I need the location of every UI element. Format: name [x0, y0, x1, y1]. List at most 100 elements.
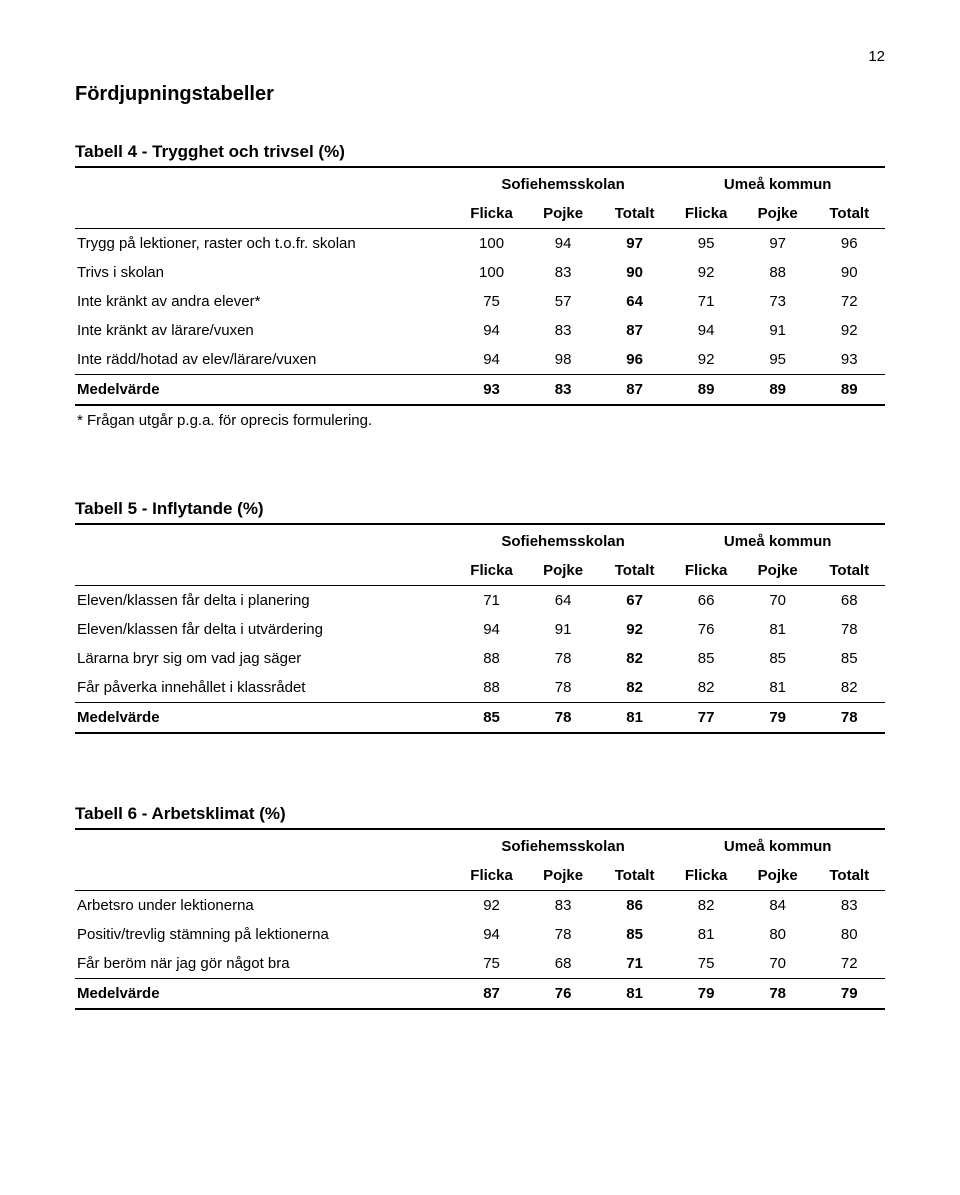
- cell: 92: [670, 258, 742, 287]
- header-spacer: [75, 525, 456, 556]
- row-label: Får beröm när jag gör något bra: [75, 949, 456, 979]
- cell: 71: [599, 949, 671, 979]
- summary-cell: 87: [456, 979, 528, 1010]
- table-row: Lärarna bryr sig om vad jag säger8878828…: [75, 644, 885, 673]
- summary-cell: 78: [742, 979, 814, 1010]
- summary-cell: 89: [742, 375, 814, 406]
- row-label: Arbetsro under lektionerna: [75, 891, 456, 921]
- summary-cell: 85: [456, 703, 528, 734]
- page-number: 12: [75, 48, 885, 65]
- table-row: Inte kränkt av andra elever*755764717372: [75, 287, 885, 316]
- cell: 72: [813, 287, 885, 316]
- cell: 72: [813, 949, 885, 979]
- row-label: Eleven/klassen får delta i utvärdering: [75, 615, 456, 644]
- cell: 81: [670, 920, 742, 949]
- summary-cell: 77: [670, 703, 742, 734]
- cell: 88: [456, 673, 528, 703]
- cell: 57: [527, 287, 599, 316]
- cell: 84: [742, 891, 814, 921]
- cell: 75: [456, 287, 528, 316]
- cell: 66: [670, 586, 742, 616]
- cell: 83: [527, 258, 599, 287]
- header-spacer: [75, 199, 456, 229]
- cell: 75: [670, 949, 742, 979]
- column-header: Pojke: [527, 199, 599, 229]
- row-label: Positiv/trevlig stämning på lektionerna: [75, 920, 456, 949]
- summary-cell: 89: [813, 375, 885, 406]
- cell: 73: [742, 287, 814, 316]
- cell: 92: [599, 615, 671, 644]
- cell: 78: [527, 920, 599, 949]
- cell: 70: [742, 586, 814, 616]
- cell: 94: [456, 615, 528, 644]
- cell: 76: [670, 615, 742, 644]
- summary-cell: 78: [527, 703, 599, 734]
- cell: 82: [670, 673, 742, 703]
- row-label: Trygg på lektioner, raster och t.o.fr. s…: [75, 229, 456, 259]
- cell: 70: [742, 949, 814, 979]
- table-title: Tabell 4 - Trygghet och trivsel (%): [75, 142, 885, 168]
- column-header: Pojke: [742, 556, 814, 586]
- cell: 92: [813, 316, 885, 345]
- table-row: Eleven/klassen får delta i planering7164…: [75, 586, 885, 616]
- cell: 88: [456, 644, 528, 673]
- cell: 83: [527, 316, 599, 345]
- summary-label: Medelvärde: [75, 375, 456, 406]
- table-block: Tabell 4 - Trygghet och trivsel (%)Sofie…: [75, 142, 885, 429]
- cell: 82: [813, 673, 885, 703]
- summary-cell: 83: [527, 375, 599, 406]
- column-header: Totalt: [813, 199, 885, 229]
- cell: 85: [742, 644, 814, 673]
- column-header: Flicka: [456, 861, 528, 891]
- summary-cell: 81: [599, 979, 671, 1010]
- cell: 94: [456, 345, 528, 375]
- table-footnote: * Frågan utgår p.g.a. för oprecis formul…: [75, 406, 885, 429]
- row-label: Inte kränkt av lärare/vuxen: [75, 316, 456, 345]
- column-header: Totalt: [599, 861, 671, 891]
- cell: 71: [670, 287, 742, 316]
- cell: 90: [813, 258, 885, 287]
- table-row: Eleven/klassen får delta i utvärdering94…: [75, 615, 885, 644]
- cell: 100: [456, 258, 528, 287]
- cell: 67: [599, 586, 671, 616]
- cell: 87: [599, 316, 671, 345]
- summary-cell: 79: [742, 703, 814, 734]
- cell: 97: [742, 229, 814, 259]
- column-header: Totalt: [813, 556, 885, 586]
- cell: 96: [813, 229, 885, 259]
- cell: 83: [813, 891, 885, 921]
- cell: 85: [670, 644, 742, 673]
- column-header: Pojke: [742, 199, 814, 229]
- cell: 90: [599, 258, 671, 287]
- cell: 78: [813, 615, 885, 644]
- summary-cell: 81: [599, 703, 671, 734]
- summary-cell: 87: [599, 375, 671, 406]
- cell: 85: [813, 644, 885, 673]
- cell: 81: [742, 615, 814, 644]
- cell: 78: [527, 673, 599, 703]
- column-header: Totalt: [813, 861, 885, 891]
- row-label: Får påverka innehållet i klassrådet: [75, 673, 456, 703]
- summary-row: Medelvärde938387898989: [75, 375, 885, 406]
- cell: 85: [599, 920, 671, 949]
- table-row: Positiv/trevlig stämning på lektionerna9…: [75, 920, 885, 949]
- group-header-left: Sofiehemsskolan: [456, 525, 671, 556]
- column-header: Flicka: [456, 556, 528, 586]
- cell: 94: [456, 920, 528, 949]
- row-label: Inte kränkt av andra elever*: [75, 287, 456, 316]
- group-header-left: Sofiehemsskolan: [456, 830, 671, 861]
- cell: 100: [456, 229, 528, 259]
- column-header: Flicka: [670, 861, 742, 891]
- header-spacer: [75, 830, 456, 861]
- cell: 86: [599, 891, 671, 921]
- row-label: Trivs i skolan: [75, 258, 456, 287]
- summary-row: Medelvärde877681797879: [75, 979, 885, 1010]
- table-row: Inte kränkt av lärare/vuxen948387949192: [75, 316, 885, 345]
- table-row: Trivs i skolan1008390928890: [75, 258, 885, 287]
- data-table: SofiehemsskolanUmeå kommunFlickaPojkeTot…: [75, 168, 885, 406]
- header-spacer: [75, 861, 456, 891]
- group-header-right: Umeå kommun: [670, 525, 885, 556]
- cell: 92: [670, 345, 742, 375]
- column-header: Totalt: [599, 556, 671, 586]
- column-header: Flicka: [670, 199, 742, 229]
